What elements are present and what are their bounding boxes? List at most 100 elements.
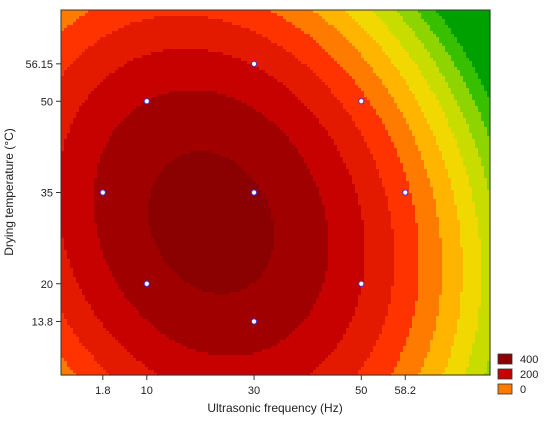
- contour-cell: [391, 58, 413, 62]
- contour-cell: [466, 85, 485, 89]
- contour-cell: [487, 130, 491, 134]
- contour-cell: [328, 52, 362, 56]
- contour-cell: [61, 106, 80, 110]
- contour-cell: [85, 295, 125, 299]
- contour-cell: [151, 97, 236, 101]
- contour-cell: [481, 289, 491, 293]
- contour-cell: [421, 40, 440, 44]
- contour-cell: [478, 310, 491, 314]
- contour-cell: [259, 67, 311, 71]
- contour-cell: [364, 238, 395, 242]
- contour-cell: [292, 22, 329, 26]
- contour-cell: [364, 136, 392, 140]
- legend-swatch: [497, 368, 513, 380]
- contour-cell: [310, 373, 359, 376]
- contour-cell: [367, 61, 392, 65]
- contour-cell: [466, 367, 488, 371]
- contour-cell: [442, 250, 464, 254]
- contour-cell: [448, 25, 491, 29]
- contour-cell: [364, 277, 395, 281]
- contour-cell: [478, 307, 491, 311]
- contour-cell: [391, 289, 419, 293]
- contour-cell: [97, 40, 272, 44]
- contour-cell: [361, 88, 389, 92]
- contour-cell: [391, 292, 419, 296]
- contour-cell: [328, 256, 365, 260]
- contour-cell: [451, 352, 473, 356]
- contour-cell: [475, 205, 491, 209]
- contour-cell: [328, 247, 365, 251]
- contour-cell: [82, 289, 122, 293]
- contour-cell: [367, 358, 401, 362]
- contour-cell: [334, 139, 365, 143]
- contour-cell: [373, 154, 398, 158]
- contour-cell: [358, 298, 392, 302]
- contour-cell: [325, 127, 359, 131]
- contour-cell: [409, 328, 437, 332]
- contour-cell: [151, 52, 224, 56]
- contour-cell: [481, 163, 491, 167]
- contour-cell: [463, 256, 482, 260]
- contour-cell: [478, 154, 491, 158]
- contour-cell: [61, 118, 74, 122]
- contour-cell: [418, 265, 443, 269]
- contour-cell: [61, 94, 89, 98]
- contour-cell: [127, 115, 266, 119]
- contour-cell: [121, 289, 203, 293]
- contour-cell: [106, 259, 164, 263]
- contour-cell: [184, 280, 257, 284]
- contour-cell: [265, 196, 323, 200]
- contour-cell: [478, 316, 491, 320]
- contour-cell: [340, 31, 368, 35]
- contour-cell: [400, 70, 422, 74]
- contour-cell: [475, 331, 491, 335]
- contour-cell: [397, 364, 425, 368]
- contour-cell: [253, 352, 332, 356]
- contour-cell: [61, 13, 86, 17]
- contour-cell: [61, 295, 86, 299]
- contour-cell: [61, 214, 95, 218]
- contour-cell: [271, 208, 326, 212]
- contour-cell: [400, 43, 425, 47]
- contour-cell: [61, 301, 89, 305]
- contour-cell: [481, 82, 491, 86]
- contour-cell: [394, 283, 419, 287]
- contour-cell: [463, 163, 482, 167]
- contour-cell: [175, 271, 263, 275]
- contour-cell: [487, 361, 491, 365]
- contour-cell: [454, 133, 473, 137]
- contour-cell: [331, 352, 371, 356]
- contour-cell: [469, 175, 485, 179]
- contour-cell: [154, 16, 209, 20]
- contour-cell: [310, 169, 350, 173]
- contour-cell: [76, 277, 116, 281]
- contour-cell: [481, 247, 491, 251]
- contour-cell: [421, 370, 446, 374]
- contour-cell: [469, 127, 488, 131]
- contour-cell: [445, 166, 467, 170]
- contour-cell: [91, 304, 134, 308]
- contour-cell: [157, 373, 311, 376]
- contour-cell: [394, 142, 416, 146]
- contour-cell: [343, 337, 380, 341]
- contour-cell: [262, 274, 326, 278]
- contour-cell: [151, 190, 263, 194]
- contour-cell: [379, 334, 410, 338]
- contour-cell: [439, 235, 461, 239]
- contour-cell: [439, 40, 458, 44]
- contour-cell: [283, 46, 323, 50]
- contour-cell: [253, 178, 314, 182]
- contour-cell: [94, 211, 149, 215]
- contour-cell: [475, 202, 491, 206]
- contour-cell: [61, 40, 98, 44]
- contour-cell: [394, 244, 419, 248]
- contour-cell: [61, 220, 95, 224]
- contour-cell: [100, 157, 176, 161]
- contour-cell: [310, 34, 344, 38]
- contour-cell: [388, 307, 416, 311]
- contour-cell: [61, 310, 95, 314]
- contour-cell: [487, 133, 491, 137]
- contour-cell: [442, 253, 464, 257]
- contour-cell: [157, 175, 251, 179]
